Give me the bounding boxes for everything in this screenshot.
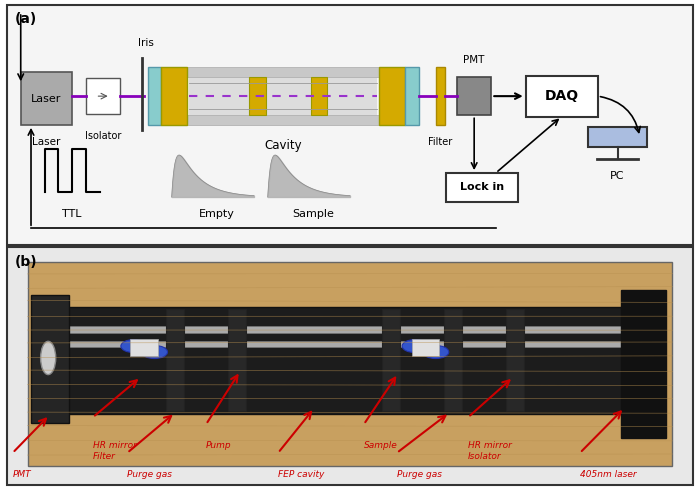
Bar — [382, 309, 400, 412]
Bar — [311, 77, 328, 115]
Text: FEP cavity: FEP cavity — [278, 469, 324, 479]
Text: Lock in: Lock in — [460, 182, 504, 193]
Bar — [444, 309, 462, 412]
Bar — [130, 339, 158, 356]
Text: Cavity: Cavity — [265, 139, 302, 152]
Bar — [249, 77, 265, 115]
Ellipse shape — [141, 345, 167, 359]
Bar — [189, 74, 377, 118]
Bar — [228, 309, 246, 412]
Text: PMT: PMT — [13, 469, 31, 479]
Bar — [58, 341, 641, 347]
Text: Laser: Laser — [32, 137, 61, 147]
Text: Empty: Empty — [199, 209, 235, 219]
Text: 405nm laser: 405nm laser — [580, 469, 636, 479]
Bar — [21, 72, 72, 125]
Text: Isolator: Isolator — [85, 131, 121, 141]
Bar — [58, 326, 641, 333]
Text: PC: PC — [610, 171, 625, 181]
Bar — [621, 290, 666, 438]
Ellipse shape — [402, 340, 428, 353]
Text: HR mirror
Filter: HR mirror Filter — [92, 441, 136, 461]
Bar — [161, 67, 188, 125]
Text: Sample: Sample — [364, 441, 398, 450]
Bar — [412, 339, 439, 356]
Text: Purge gas: Purge gas — [127, 469, 172, 479]
Text: Iris: Iris — [138, 38, 153, 48]
Bar — [186, 67, 381, 77]
Bar — [405, 67, 419, 125]
Text: TTL: TTL — [62, 209, 82, 219]
Text: PMT: PMT — [463, 55, 485, 65]
Text: Pump: Pump — [206, 441, 232, 450]
Ellipse shape — [41, 342, 56, 374]
Bar — [86, 78, 120, 114]
Bar — [379, 67, 405, 125]
Text: DAQ: DAQ — [545, 89, 579, 103]
Bar — [589, 127, 647, 147]
Text: (b): (b) — [15, 255, 38, 269]
Bar — [166, 309, 184, 412]
Text: (a): (a) — [15, 12, 38, 26]
Text: HR mirror
Isolator: HR mirror Isolator — [468, 441, 512, 461]
Bar — [435, 67, 444, 125]
Bar — [457, 77, 491, 115]
Bar — [27, 262, 673, 466]
Ellipse shape — [121, 340, 147, 353]
Bar — [446, 173, 518, 202]
Text: Purge gas: Purge gas — [397, 469, 442, 479]
Bar — [186, 115, 381, 125]
Text: Sample: Sample — [292, 209, 334, 219]
Ellipse shape — [423, 345, 449, 359]
Text: Laser: Laser — [32, 94, 62, 103]
Text: Filter: Filter — [428, 137, 453, 147]
Bar — [526, 76, 598, 117]
Bar — [505, 309, 524, 412]
Bar — [148, 67, 161, 125]
Bar — [31, 295, 69, 423]
Bar — [45, 307, 655, 414]
